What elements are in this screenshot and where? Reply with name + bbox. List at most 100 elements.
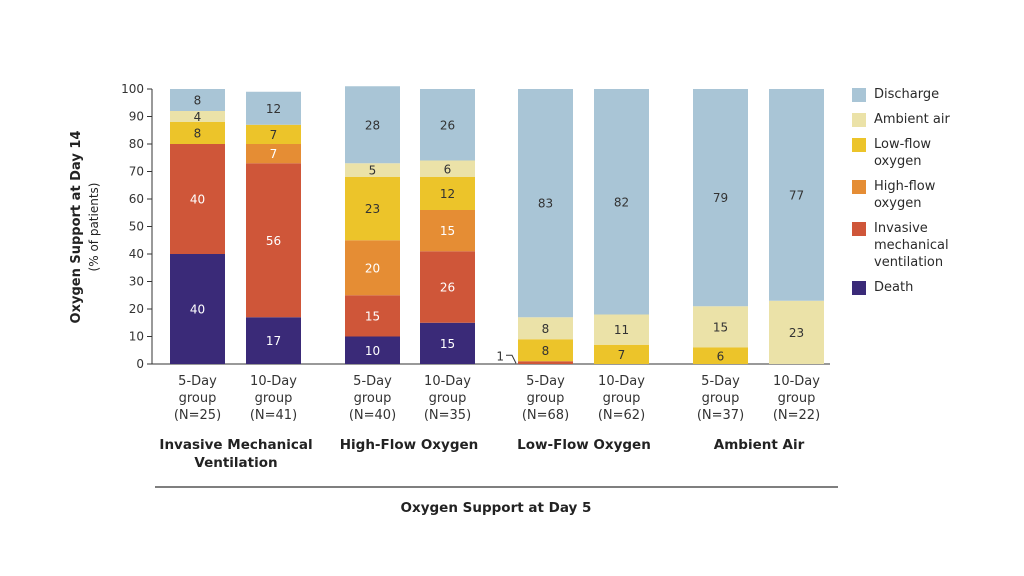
bar-data-label: 5 xyxy=(369,164,377,178)
y-tick-label: 90 xyxy=(129,110,144,124)
bar-data-label: 23 xyxy=(365,202,380,216)
legend-item-low-flow: Low-flow oxygen xyxy=(852,136,1022,170)
x-tick-label: group xyxy=(429,391,467,406)
bar-segment xyxy=(420,210,475,252)
bar-data-label: 15 xyxy=(713,320,728,334)
bar-segment xyxy=(246,144,301,164)
legend-item-high-flow: High-flow oxygen xyxy=(852,178,1022,212)
bar-segment xyxy=(518,339,573,362)
y-axis-subtitle: (% of patients) xyxy=(87,183,101,272)
y-axis-title: Oxygen Support at Day 14 xyxy=(69,131,84,324)
bar-segment xyxy=(345,240,400,296)
legend-swatch-death xyxy=(852,281,866,295)
bar-segment xyxy=(518,89,573,318)
bar-data-label: 15 xyxy=(365,309,380,323)
y-tick-label: 100 xyxy=(121,82,144,96)
bar-data-label: 40 xyxy=(190,303,205,317)
x-tick-label: group xyxy=(603,391,641,406)
bar-data-label: 40 xyxy=(190,193,205,207)
x-tick-label: 5-Day xyxy=(178,374,217,389)
bar-segment xyxy=(420,251,475,323)
x-tick-label: group xyxy=(778,391,816,406)
legend-item-death: Death xyxy=(852,279,1022,296)
y-tick-label: 0 xyxy=(136,357,144,371)
bar-data-label: 15 xyxy=(440,337,455,351)
bar-segment xyxy=(693,89,748,307)
x-tick-label: (N=25) xyxy=(174,408,221,423)
bar-data-label: 56 xyxy=(266,234,281,248)
group-label: Invasive Mechanical xyxy=(159,437,312,453)
bar-data-label: 26 xyxy=(440,118,455,132)
bar-data-label: 12 xyxy=(266,102,281,116)
legend-label-imv: Invasive mechanical ventilation xyxy=(874,221,949,270)
bar-data-label: 17 xyxy=(266,334,281,348)
x-tick-label: (N=35) xyxy=(424,408,471,423)
bar-data-label: 77 xyxy=(789,188,804,202)
legend-item-discharge: Discharge xyxy=(852,86,1022,103)
x-tick-label: group xyxy=(527,391,565,406)
bar-segment xyxy=(693,347,748,364)
bar-segment xyxy=(518,361,573,364)
bar-segment xyxy=(345,295,400,337)
bar-segment xyxy=(420,160,475,177)
bar-data-label: 26 xyxy=(440,281,455,295)
bar-segment xyxy=(170,144,225,254)
x-tick-label: 5-Day xyxy=(701,374,740,389)
bar-data-label: 4 xyxy=(194,110,202,124)
y-tick-label: 40 xyxy=(129,247,144,261)
bar-data-label: 15 xyxy=(440,224,455,238)
bar-segment xyxy=(246,163,301,318)
bar-data-label: 7 xyxy=(270,128,278,142)
bar-segment xyxy=(420,322,475,364)
bar-segment xyxy=(345,86,400,164)
x-tick-label: group xyxy=(255,391,293,406)
bar-segment xyxy=(345,336,400,364)
y-tick-label: 10 xyxy=(129,330,144,344)
bar-data-label: 8 xyxy=(194,94,202,108)
x-tick-label: 5-Day xyxy=(526,374,565,389)
bar-data-label: 10 xyxy=(365,344,380,358)
x-tick-label: 10-Day xyxy=(250,374,297,389)
x-tick-label: (N=62) xyxy=(598,408,645,423)
group-label: Low-Flow Oxygen xyxy=(517,437,651,453)
bar-segment xyxy=(170,111,225,122)
bar-data-label: 12 xyxy=(440,187,455,201)
bar-segment xyxy=(769,300,824,364)
group-label: Ambient Air xyxy=(714,437,805,453)
legend-item-imv: Invasive mechanical ventilation xyxy=(852,220,1022,271)
y-tick-label: 80 xyxy=(129,137,144,151)
bar-data-label: 28 xyxy=(365,118,380,132)
bar-data-label: 8 xyxy=(542,322,550,336)
legend-swatch-discharge xyxy=(852,88,866,102)
y-tick-label: 20 xyxy=(129,302,144,316)
bar-segment xyxy=(594,89,649,315)
y-tick-label: 70 xyxy=(129,165,144,179)
bar-segment xyxy=(769,89,824,301)
x-tick-label: 5-Day xyxy=(353,374,392,389)
bar-segment xyxy=(594,314,649,345)
bar-data-label: 6 xyxy=(717,349,725,363)
bar-segment xyxy=(345,177,400,241)
bar-label-leader xyxy=(506,354,517,364)
bar-data-label: 20 xyxy=(365,261,380,275)
legend-label-low-flow: Low-flow oxygen xyxy=(874,137,932,169)
bar-segment xyxy=(420,177,475,210)
x-tick-label: 10-Day xyxy=(773,374,820,389)
bar-segment xyxy=(246,91,301,125)
x-tick-label: 10-Day xyxy=(598,374,645,389)
group-label: High-Flow Oxygen xyxy=(340,437,479,453)
legend-label-high-flow: High-flow oxygen xyxy=(874,179,936,211)
bar-data-label: 7 xyxy=(270,147,278,161)
x-axis-title: Oxygen Support at Day 5 xyxy=(401,500,592,516)
bar-segment xyxy=(345,163,400,177)
bar-segment xyxy=(170,122,225,144)
legend-label-ambient-air: Ambient air xyxy=(874,112,950,127)
bar-data-label: 82 xyxy=(614,195,629,209)
legend-item-ambient-air: Ambient air xyxy=(852,111,1022,128)
x-tick-label: (N=22) xyxy=(773,408,820,423)
x-tick-label: (N=40) xyxy=(349,408,396,423)
x-tick-label: (N=37) xyxy=(697,408,744,423)
y-tick-label: 60 xyxy=(129,192,144,206)
bar-segment xyxy=(170,254,225,364)
